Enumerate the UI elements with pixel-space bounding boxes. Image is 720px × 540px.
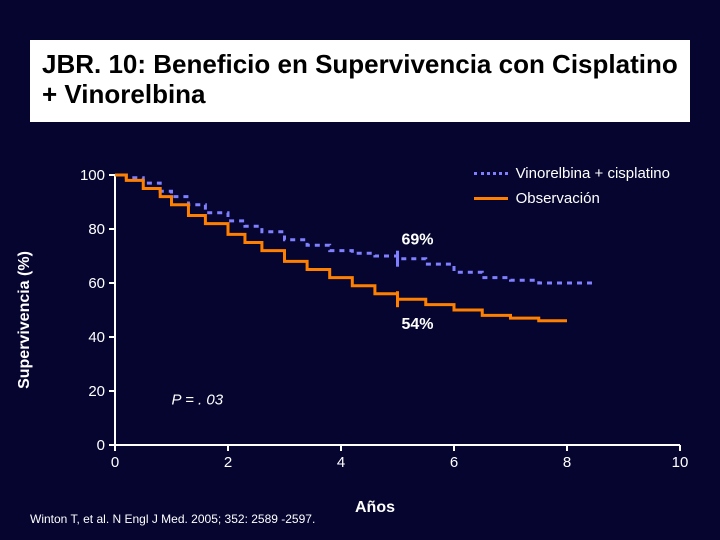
svg-text:4: 4 (337, 454, 345, 471)
legend: Vinorelbina + cisplatino Observación (474, 165, 670, 215)
svg-text:0: 0 (111, 454, 119, 471)
legend-item: Vinorelbina + cisplatino (474, 165, 670, 182)
legend-label: Vinorelbina + cisplatino (516, 165, 670, 182)
legend-swatch (474, 172, 508, 175)
survival-chart: Supervivencia (%) Años 02040608010002468… (60, 165, 690, 475)
citation: Winton T, et al. N Engl J Med. 2005; 352… (30, 512, 315, 526)
title-block: JBR. 10: Beneficio en Supervivencia con … (30, 40, 690, 122)
svg-text:60: 60 (88, 275, 105, 292)
svg-text:0: 0 (97, 437, 105, 454)
legend-item: Observación (474, 190, 670, 207)
legend-swatch (474, 197, 508, 200)
svg-text:10: 10 (672, 454, 689, 471)
svg-text:P = . 03: P = . 03 (172, 392, 224, 409)
x-axis-label: Años (355, 499, 395, 517)
svg-text:8: 8 (563, 454, 571, 471)
svg-text:40: 40 (88, 329, 105, 346)
svg-text:54%: 54% (402, 316, 434, 333)
y-axis-label: Supervivencia (%) (16, 251, 34, 389)
svg-text:6: 6 (450, 454, 458, 471)
svg-text:2: 2 (224, 454, 232, 471)
svg-text:100: 100 (80, 167, 105, 184)
legend-label: Observación (516, 190, 600, 207)
svg-text:69%: 69% (402, 232, 434, 249)
svg-text:20: 20 (88, 383, 105, 400)
svg-text:80: 80 (88, 221, 105, 238)
page-title: JBR. 10: Beneficio en Supervivencia con … (42, 50, 678, 110)
